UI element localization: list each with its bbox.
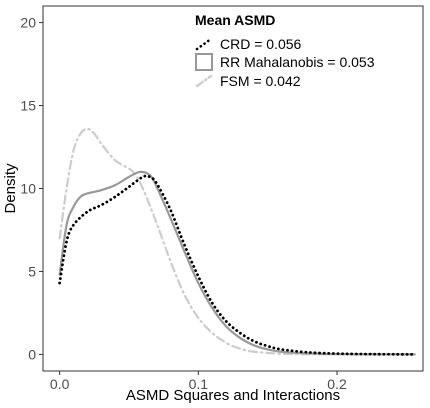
y-axis-title: Density [2, 163, 19, 214]
legend-title: Mean ASMD [195, 12, 275, 28]
x-tick-label: 0.0 [50, 376, 70, 392]
x-tick-label: 0.2 [327, 376, 347, 392]
y-axis: 0 5 10 15 20 [20, 15, 43, 362]
plot-panel: 0 5 10 15 20 0.0 0.1 0.2 [20, 5, 424, 392]
legend-key-line-crd [195, 37, 213, 51]
legend-item-rr-mahalanobis: RR Mahalanobis = 0.053 [195, 53, 375, 71]
series-line-fsm [58, 127, 416, 356]
legend-key-rr-mahalanobis [195, 53, 213, 71]
series-layer [58, 127, 417, 356]
legend-label-rr-mahalanobis: RR Mahalanobis = 0.053 [220, 54, 375, 70]
legend-item-fsm: FSM = 0.042 [195, 73, 301, 89]
y-tick-label: 0 [28, 346, 36, 362]
y-tick-label: 10 [20, 181, 36, 197]
legend-key-line-fsm [195, 74, 213, 88]
series-line-crd [58, 174, 417, 356]
y-tick-label: 15 [20, 98, 36, 114]
x-tick-label: 0.1 [189, 376, 209, 392]
legend-label-crd: CRD = 0.056 [220, 36, 302, 52]
legend-label-fsm: FSM = 0.042 [220, 73, 301, 89]
y-tick-label: 20 [20, 15, 36, 31]
x-axis-title: ASMD Squares and Interactions [126, 387, 340, 404]
legend: Mean ASMD CRD = 0.056 RR Mahalanobis = 0… [195, 12, 375, 89]
legend-item-crd: CRD = 0.056 [195, 36, 302, 52]
y-tick-label: 5 [28, 263, 36, 279]
x-axis: 0.0 0.1 0.2 [50, 371, 347, 392]
series-line-rr-mahalanobis [58, 170, 416, 356]
